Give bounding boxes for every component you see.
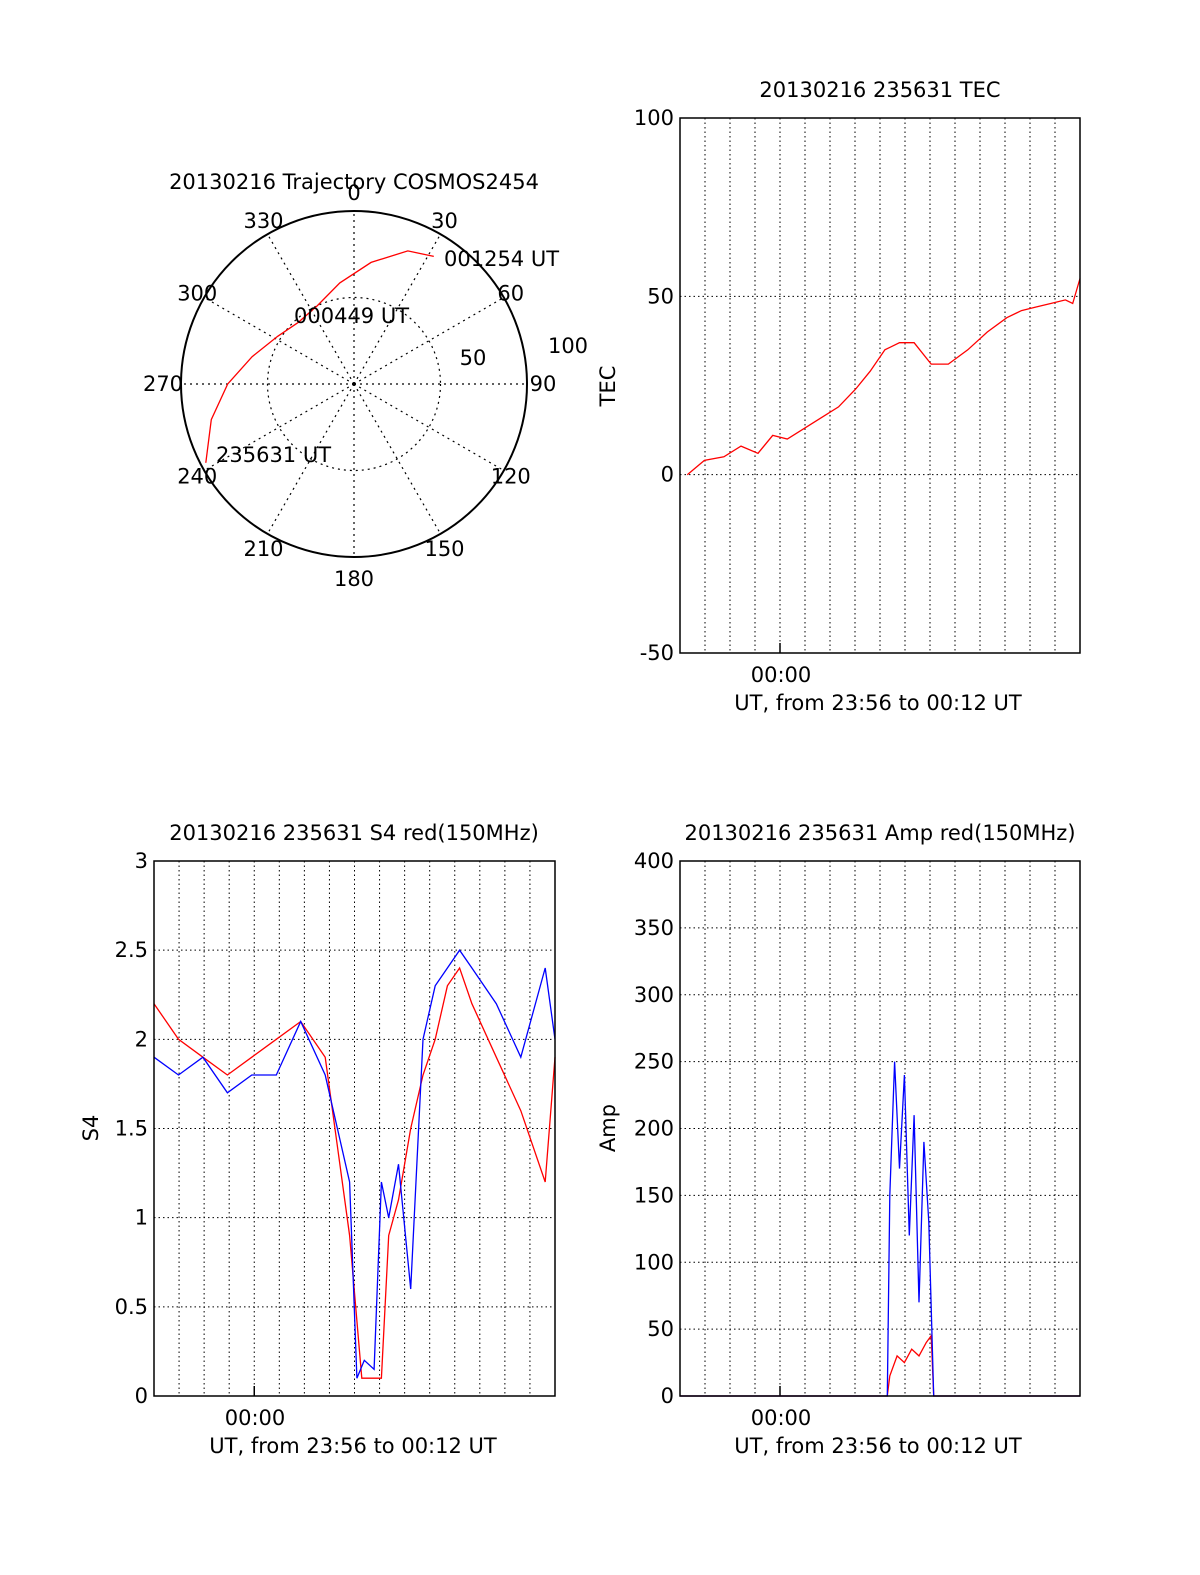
amp-xtick-label: 00:00	[751, 1406, 812, 1430]
polar-spoke	[266, 383, 355, 535]
s4-ytick-label: 1	[135, 1206, 148, 1230]
polar-trajectory-line	[205, 250, 434, 463]
amp-xlabel: UT, from 23:56 to 00:12 UT	[734, 1434, 1022, 1458]
s4-series-line	[153, 966, 556, 1379]
polar-azimuth-label: 0	[347, 181, 360, 205]
polar-azimuth-label: 210	[243, 537, 283, 561]
tec-ytick-label: 0	[661, 463, 674, 487]
s4-xtick-label: 00:00	[225, 1406, 286, 1430]
amp-panel: 20130216 235631 Amp red(150MHz) Amp 00:0…	[596, 821, 1081, 1458]
amp-ylabel: Amp	[596, 1104, 620, 1152]
amp-plot-frame	[679, 860, 1081, 1397]
polar-title: 20130216 Trajectory COSMOS2454	[169, 170, 539, 194]
polar-spokes	[181, 211, 527, 557]
polar-spoke	[353, 296, 505, 385]
polar-trajectory-panel: 20130216 Trajectory COSMOS2454 0 30 60 90 12…	[143, 170, 588, 591]
s4-ytick-label: 0.5	[115, 1295, 148, 1319]
polar-spoke	[203, 296, 355, 385]
amp-ytick-label: 250	[634, 1050, 674, 1074]
polar-spoke	[353, 233, 442, 385]
polar-azimuth-label: 270	[143, 372, 183, 396]
amp-ytick-label: 0	[661, 1384, 674, 1408]
polar-spoke	[203, 383, 355, 472]
amp-ytick-label: 400	[634, 849, 674, 873]
tec-ytick-label: 100	[634, 106, 674, 130]
s4-ytick-label: 0	[135, 1384, 148, 1408]
polar-azimuth-label: 240	[177, 465, 217, 489]
amp-ytick-label: 350	[634, 916, 674, 940]
polar-annotation-start: 235631 UT	[216, 443, 331, 467]
tec-ytick-label: -50	[640, 641, 674, 665]
amp-series-line	[680, 1061, 1080, 1397]
s4-ytick-label: 1.5	[115, 1117, 148, 1141]
polar-spoke	[266, 233, 355, 385]
polar-spoke	[353, 383, 442, 535]
polar-outer-circle	[180, 210, 528, 558]
polar-azimuth-label: 120	[491, 465, 531, 489]
amp-ytick-label: 50	[647, 1317, 674, 1341]
s4-ytick-label: 3	[135, 849, 148, 873]
tec-xlabel: UT, from 23:56 to 00:12 UT	[734, 691, 1022, 715]
s4-ytick-label: 2	[135, 1027, 148, 1051]
tec-panel: 20130216 235631 TEC TEC 00:00 UT, from 2…	[596, 78, 1081, 715]
s4-title: 20130216 235631 S4 red(150MHz)	[169, 821, 539, 845]
amp-ytick-label: 200	[634, 1117, 674, 1141]
polar-azimuth-labels: 0 30 60 90 120 150 180 210 240 270 300 330	[143, 181, 556, 591]
polar-azimuth-label: 30	[431, 209, 458, 233]
s4-panel: 20130216 235631 S4 red(150MHz) S4 00:00 …	[79, 821, 556, 1458]
polar-inner-circle	[266, 296, 442, 472]
amp-ytick-label: 150	[634, 1183, 674, 1207]
tec-xtick-label: 00:00	[751, 663, 812, 687]
polar-azimuth-label: 60	[497, 282, 524, 306]
polar-radial-label-50: 50	[460, 346, 487, 370]
tec-title: 20130216 235631 TEC	[759, 78, 1000, 102]
polar-azimuth-label: 150	[424, 537, 464, 561]
amp-ytick-label: 100	[634, 1250, 674, 1274]
polar-azimuth-label: 90	[530, 372, 557, 396]
polar-azimuth-label: 300	[177, 282, 217, 306]
polar-spoke	[353, 383, 505, 472]
s4-plot-frame	[153, 860, 556, 1397]
s4-series-line	[153, 949, 556, 1379]
polar-annotation-end: 001254 UT	[444, 247, 559, 271]
s4-ytick-label: 2.5	[115, 938, 148, 962]
tec-ylabel: TEC	[596, 366, 620, 408]
s4-ylabel: S4	[79, 1115, 103, 1142]
polar-azimuth-label: 180	[334, 567, 374, 591]
tec-ytick-label: 50	[647, 284, 674, 308]
polar-radial-label-100: 100	[548, 334, 588, 358]
tec-series-line	[686, 278, 1081, 476]
s4-xlabel: UT, from 23:56 to 00:12 UT	[209, 1434, 497, 1458]
amp-title: 20130216 235631 Amp red(150MHz)	[684, 821, 1075, 845]
tec-plot-frame	[679, 117, 1081, 654]
polar-azimuth-label: 330	[243, 209, 283, 233]
amp-ytick-label: 300	[634, 983, 674, 1007]
polar-annotation-mid: 000449 UT	[294, 304, 409, 328]
